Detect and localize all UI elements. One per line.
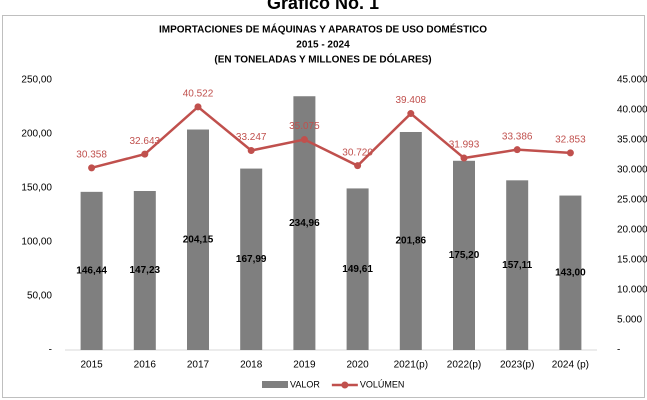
bar-value-label: 167,99 — [236, 254, 267, 265]
y2-tick-label: 5.000 — [617, 315, 642, 326]
y2-tick-label: - — [617, 345, 620, 356]
bar-value-label: 143,00 — [555, 267, 586, 278]
bar — [80, 191, 103, 350]
x-tick-label: 2019 — [293, 360, 316, 371]
line-marker — [354, 162, 362, 170]
bar-value-label: 149,61 — [342, 264, 373, 275]
line-marker — [300, 136, 308, 144]
legend-label: VOLÚMEN — [360, 379, 405, 389]
bar-value-label: 157,11 — [502, 260, 532, 271]
y-tick-label: 150,00 — [21, 183, 52, 194]
line-marker — [566, 149, 574, 157]
x-tick-label: 2020 — [346, 360, 369, 371]
bar — [293, 96, 316, 351]
bar — [399, 131, 422, 350]
line-marker — [194, 103, 202, 111]
chart-border — [2, 15, 645, 398]
bar — [133, 190, 156, 350]
bar — [453, 160, 475, 350]
x-tick-label: 2017 — [187, 360, 210, 371]
bar-value-label: 146,44 — [76, 266, 107, 277]
line-value-label: 35.075 — [289, 121, 320, 132]
y-tick-label: 50,00 — [27, 291, 52, 302]
legend-label: VALOR — [290, 379, 320, 389]
y-tick-label: 200,00 — [21, 129, 52, 140]
chart-title: IMPORTACIONES DE MÁQUINAS Y APARATOS DE … — [159, 23, 487, 36]
line-value-label: 31.993 — [449, 140, 480, 151]
line-value-label: 30.358 — [76, 149, 107, 160]
page-title: Gráfico No. 1 — [267, 0, 379, 13]
line-value-label: 32.643 — [130, 136, 161, 147]
bar-value-label: 147,23 — [130, 265, 161, 276]
y2-tick-label: 40.000 — [617, 105, 647, 116]
line-marker — [141, 150, 149, 158]
x-tick-label: 2018 — [240, 360, 263, 371]
bar-value-label: 175,20 — [449, 250, 480, 261]
line-marker — [247, 147, 255, 155]
line-marker — [88, 164, 96, 172]
y2-tick-label: 45.000 — [617, 75, 647, 86]
y2-tick-label: 15.000 — [617, 255, 647, 266]
line — [91, 105, 571, 170]
y-tick-label: 250,00 — [21, 75, 52, 86]
x-tick-label: 2015 — [80, 360, 103, 371]
chart-subtitle: (EN TONELADAS Y MILLONES DE DÓLARES) — [214, 53, 431, 66]
line-value-label: 39.408 — [396, 95, 427, 106]
legend-swatch — [262, 381, 288, 388]
x-tick-label: 2023(p) — [500, 360, 534, 371]
bar — [346, 188, 369, 350]
y2-tick-label: 20.000 — [617, 225, 647, 236]
bar — [506, 180, 529, 350]
line-marker — [407, 110, 415, 118]
bar-value-label: 204,15 — [183, 234, 214, 245]
bar — [559, 195, 582, 350]
line-value-label: 33.386 — [502, 131, 533, 142]
x-tick-label: 2022(p) — [447, 360, 481, 371]
chart-subtitle: 2015 - 2024 — [296, 40, 350, 51]
bar — [187, 129, 209, 350]
x-tick-label: 2021(p) — [394, 360, 428, 371]
line-value-label: 30.720 — [342, 147, 373, 158]
line-marker — [513, 146, 521, 154]
y2-tick-label: 30.000 — [617, 165, 647, 176]
line-value-label: 40.522 — [183, 89, 214, 100]
y-tick-label: 100,00 — [21, 237, 52, 248]
bar-value-label: 234,96 — [289, 218, 320, 229]
bar-value-label: 201,86 — [396, 236, 427, 247]
y2-tick-label: 10.000 — [617, 285, 647, 296]
y2-tick-label: 35.000 — [617, 135, 647, 146]
bar — [240, 168, 263, 350]
legend-swatch — [341, 381, 349, 389]
y-tick-label: - — [49, 345, 52, 356]
line-value-label: 32.853 — [555, 135, 586, 146]
line-value-label: 33.247 — [236, 132, 267, 143]
y2-tick-label: 25.000 — [617, 195, 647, 206]
line-marker — [460, 154, 468, 162]
x-tick-label: 2024 (p) — [552, 360, 589, 371]
x-tick-label: 2016 — [134, 360, 157, 371]
